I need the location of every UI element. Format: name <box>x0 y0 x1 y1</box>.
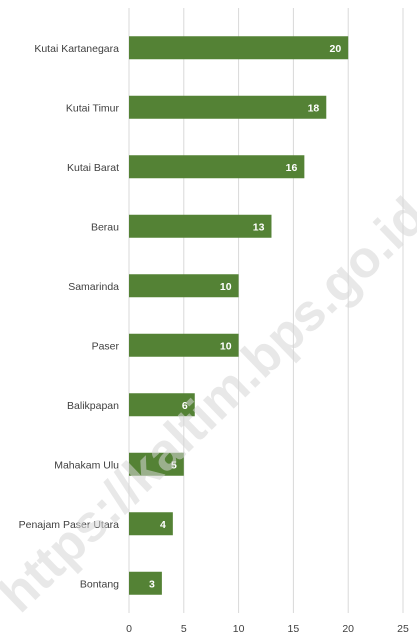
data-label-5: 10 <box>220 340 232 352</box>
data-label-1: 18 <box>308 102 320 114</box>
bar-1 <box>129 95 327 119</box>
watermark: https://kaltim.bps.go.id <box>0 187 417 624</box>
data-label-9: 3 <box>149 578 155 590</box>
data-label-6: 6 <box>182 400 188 412</box>
category-label-8: Penajam Paser Utara <box>19 519 120 531</box>
data-label-8: 4 <box>160 519 166 531</box>
bar-5 <box>129 333 239 357</box>
bar-9 <box>129 571 162 595</box>
x-tick-label-3: 15 <box>288 623 300 635</box>
category-label-7: Mahakam Ulu <box>54 459 119 471</box>
data-label-2: 16 <box>286 162 298 174</box>
bar-8 <box>129 512 173 536</box>
bar-7 <box>129 452 184 476</box>
data-label-0: 20 <box>330 43 342 55</box>
bar-4 <box>129 274 239 298</box>
bar-3 <box>129 214 272 238</box>
x-tick-label-1: 5 <box>181 623 187 635</box>
data-label-3: 13 <box>253 221 265 233</box>
data-label-7: 5 <box>171 459 177 471</box>
bar-6 <box>129 393 195 417</box>
category-label-3: Berau <box>91 221 119 233</box>
x-tick-label-0: 0 <box>126 623 132 635</box>
category-label-6: Balikpapan <box>67 400 119 412</box>
bar-0 <box>129 36 349 60</box>
category-label-0: Kutai Kartanegara <box>34 43 119 55</box>
x-tick-label-2: 10 <box>233 623 245 635</box>
bar-2 <box>129 155 305 179</box>
category-label-1: Kutai Timur <box>66 102 120 114</box>
category-labels: Kutai Kartanegara Kutai Timur Kutai Barat B… <box>19 43 120 591</box>
category-label-2: Kutai Barat <box>67 162 119 174</box>
category-label-4: Samarinda <box>68 281 119 293</box>
data-label-4: 10 <box>220 281 232 293</box>
bars: 20 18 16 13 10 10 6 5 4 3 <box>129 36 349 595</box>
x-tick-label-4: 20 <box>342 623 354 635</box>
x-tick-labels: 0 5 10 15 20 25 <box>126 623 409 635</box>
category-label-5: Paser <box>92 340 120 352</box>
category-label-9: Bontang <box>80 578 119 590</box>
x-tick-label-5: 25 <box>397 623 409 635</box>
